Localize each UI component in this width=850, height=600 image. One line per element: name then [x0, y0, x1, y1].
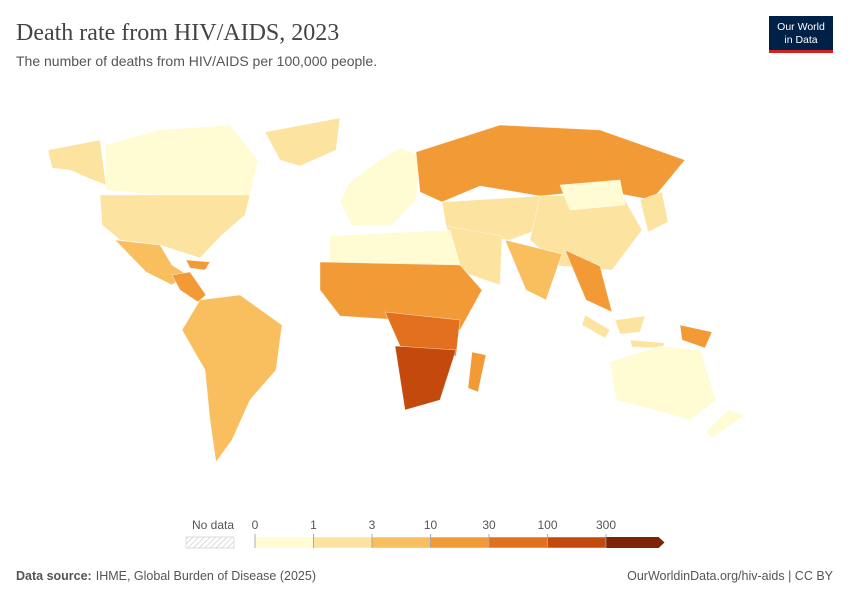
- legend-tick-label: 10: [424, 518, 438, 532]
- country[interactable]: [181, 294, 283, 463]
- legend: 0 1 3 10 30 100 300: [252, 518, 665, 549]
- country[interactable]: [415, 124, 686, 203]
- country[interactable]: [705, 409, 746, 439]
- country[interactable]: [467, 351, 487, 393]
- country[interactable]: [47, 139, 107, 186]
- legend-tick-label: 0: [252, 518, 259, 532]
- title: Death rate from HIV/AIDS, 2023: [16, 20, 339, 46]
- country[interactable]: [384, 311, 461, 357]
- country[interactable]: [99, 194, 251, 259]
- legend-swatch: [430, 536, 490, 549]
- country[interactable]: [264, 117, 341, 167]
- logo-underline: [769, 50, 833, 53]
- world-map: [47, 117, 746, 463]
- country[interactable]: [329, 229, 461, 267]
- country[interactable]: [679, 324, 713, 349]
- source-text: IHME, Global Burden of Disease (2025): [96, 569, 316, 583]
- subtitle: The number of deaths from HIV/AIDS per 1…: [16, 53, 377, 69]
- legend-tick-label: 300: [596, 518, 616, 532]
- legend-swatch: [547, 536, 607, 549]
- country[interactable]: [171, 271, 207, 303]
- legend-swatch: [254, 536, 314, 549]
- logo-text: in Data: [784, 34, 817, 46]
- country[interactable]: [394, 345, 457, 411]
- no-data-label: No data: [192, 518, 234, 532]
- legend-tick-label: 30: [482, 518, 496, 532]
- legend-swatch: [488, 536, 548, 549]
- logo-text: Our World: [777, 21, 825, 33]
- country[interactable]: [564, 249, 613, 313]
- no-data-swatch: [185, 536, 235, 549]
- country[interactable]: [559, 179, 626, 211]
- country[interactable]: [104, 124, 259, 201]
- country[interactable]: [185, 259, 211, 271]
- legend-swatch: [313, 536, 373, 549]
- source-label: Data source:: [16, 569, 92, 583]
- legend-arrow: [606, 537, 665, 548]
- footer-link[interactable]: OurWorldinData.org/hiv-aids | CC BY: [627, 569, 834, 583]
- legend-tick-label: 1: [310, 518, 317, 532]
- country[interactable]: [504, 239, 563, 301]
- legend-swatch: [371, 536, 431, 549]
- legend-tick-label: 3: [369, 518, 376, 532]
- logo[interactable]: Our World in Data: [769, 16, 833, 53]
- country[interactable]: [339, 147, 421, 227]
- source: Data source: IHME, Global Burden of Disea…: [16, 569, 316, 583]
- country[interactable]: [639, 191, 669, 233]
- country[interactable]: [581, 314, 666, 349]
- logo-box: [769, 16, 833, 50]
- country[interactable]: [609, 345, 717, 421]
- legend-tick-label: 100: [537, 518, 557, 532]
